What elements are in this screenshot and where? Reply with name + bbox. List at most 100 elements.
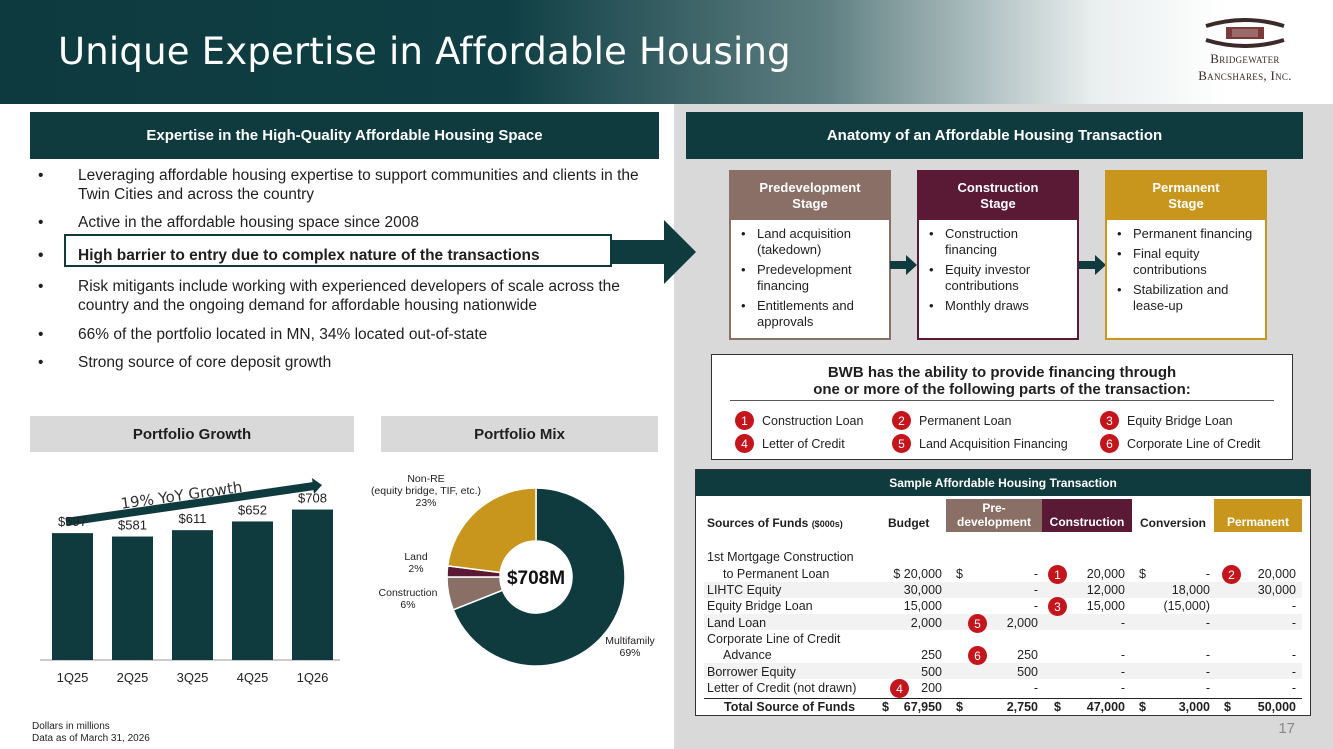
financing-heading-line: BWB has the ability to provide financing… <box>827 364 1177 381</box>
table-cell: - <box>1291 648 1296 662</box>
table-cell: 200 <box>921 681 942 695</box>
stage-item: Final equity contributions <box>1117 246 1257 278</box>
sample-transaction-table: Sample Affordable Housing Transaction Pr… <box>695 469 1311 716</box>
table-cell: 20,000 <box>1257 567 1296 581</box>
bullet-item: 66% of the portfolio located in MN, 34% … <box>36 325 656 344</box>
dollar-sign: $ <box>1139 700 1146 714</box>
table-row-stripe <box>704 614 1302 630</box>
column-header-permanent: Permanent <box>1214 499 1302 532</box>
column-header-text: Construction <box>1049 515 1125 529</box>
table-cell: - <box>1291 665 1296 679</box>
row-label: Equity Bridge Loan <box>707 599 813 613</box>
portfolio-mix-title: Portfolio Mix <box>381 416 658 452</box>
footnote: Data as of March 31, 2026 <box>32 733 150 744</box>
total-label: Total Source of Funds <box>724 700 856 714</box>
stage-item: Land acquisition (takedown) <box>741 226 881 258</box>
table-cell: $ 20,000 <box>893 567 942 581</box>
stage-item: Entitlements and approvals <box>741 298 881 330</box>
total-cell: 47,000 <box>1086 700 1125 714</box>
bar-value-label: $652 <box>238 502 267 517</box>
column-header-construction: Construction <box>1042 499 1132 532</box>
financing-number-badge: 3 <box>1048 597 1067 616</box>
slice-pct-label: 23% <box>415 497 436 509</box>
stage-arrow-icon <box>1079 255 1106 275</box>
bar <box>112 536 153 660</box>
logo-text-line1: Bridgewater <box>1210 51 1280 66</box>
donut-slice <box>452 487 626 667</box>
financing-option: 4 Letter of Credit <box>735 434 845 453</box>
total-cell: 2,750 <box>1006 700 1038 714</box>
table-cell: 2,000 <box>1006 616 1038 630</box>
table-cell: - <box>1120 665 1125 679</box>
table-cell: 2,000 <box>910 616 942 630</box>
sources-unit: ($000s) <box>811 519 843 529</box>
growth-arrow-head-icon <box>312 478 322 494</box>
portfolio-mix-title-text: Portfolio Mix <box>474 425 565 443</box>
anatomy-section-title: Anatomy of an Affordable Housing Transac… <box>686 112 1303 159</box>
stage-title-line: Stage <box>1168 196 1204 211</box>
financing-options-box: BWB has the ability to provide financing… <box>711 354 1293 460</box>
table-cell: - <box>1205 648 1210 662</box>
option-number-badge: 6 <box>1100 434 1119 453</box>
bullet-item: Active in the affordable housing space s… <box>36 213 656 232</box>
bullet-item: Risk mitigants include working with expe… <box>36 277 656 315</box>
column-header-conversion: Conversion <box>1140 516 1207 530</box>
table-cell: - <box>1033 681 1038 695</box>
option-label: Construction Loan <box>762 413 864 428</box>
bar-value-label: $581 <box>118 518 147 533</box>
divider <box>730 400 1274 401</box>
dollar-sign: $ <box>1054 700 1061 714</box>
table-row-stripe <box>704 663 1302 679</box>
table-title: Sample Affordable Housing Transaction <box>696 470 1310 496</box>
column-header-text: Pre- development <box>956 501 1031 529</box>
anatomy-title-text: Anatomy of an Affordable Housing Transac… <box>826 127 1163 144</box>
stage-title-line: Predevelopment <box>759 180 861 195</box>
table-cell: 20,000 <box>1086 567 1125 581</box>
dollar-sign: $ <box>956 567 963 581</box>
bar-value-label: $611 <box>179 511 207 526</box>
financing-option: 3 Equity Bridge Loan <box>1100 411 1233 430</box>
stage-arrow-icon <box>890 255 917 275</box>
table-cell: 12,000 <box>1086 583 1125 597</box>
table-cell: - <box>1205 665 1210 679</box>
row-label: Letter of Credit (not drawn) <box>707 681 857 695</box>
table-cell: 500 <box>921 665 942 679</box>
portfolio-growth-title-text: Portfolio Growth <box>132 425 252 443</box>
footnote: Dollars in millions <box>32 721 110 732</box>
table-cell: - <box>1205 567 1210 581</box>
table-cell: - <box>1033 567 1038 581</box>
arrow-right-icon <box>612 220 696 284</box>
header-banner: Unique Expertise in Affordable Housing <box>0 0 1333 104</box>
financing-number-badge: 6 <box>968 646 987 665</box>
bar-value-label: $708 <box>298 491 327 506</box>
option-label: Equity Bridge Loan <box>1127 413 1233 428</box>
donut-slice <box>446 487 537 574</box>
table-cell: 30,000 <box>903 583 942 597</box>
option-label: Letter of Credit <box>762 436 845 451</box>
stage-header: Predevelopment Stage <box>731 172 889 220</box>
table-cell: 15,000 <box>903 599 942 613</box>
bar <box>292 509 333 660</box>
growth-arrow-shaft <box>65 482 315 526</box>
bar <box>232 521 273 660</box>
financing-number-badge: 2 <box>1222 565 1241 584</box>
x-tick-label: 1Q25 <box>57 670 89 685</box>
table-cell: - <box>1033 583 1038 597</box>
financing-heading: BWB has the ability to provide financing… <box>712 355 1292 398</box>
bullet-item: Strong source of core deposit growth <box>36 353 656 372</box>
total-cell: 67,950 <box>903 700 942 714</box>
stage-item: Monthly draws <box>929 298 1069 314</box>
slice-label: Land <box>404 551 428 563</box>
option-number-badge: 1 <box>735 411 754 430</box>
row-label: 1st Mortgage Construction <box>707 550 854 564</box>
option-label: Land Acquisition Financing <box>919 436 1068 451</box>
dollar-sign: $ <box>956 700 963 714</box>
column-header-text: Permanent <box>1226 515 1290 529</box>
financing-option: 2 Permanent Loan <box>892 411 1011 430</box>
column-header-budget: Budget <box>888 516 930 530</box>
row-label: to Permanent Loan <box>723 567 830 581</box>
table-cell: 15,000 <box>1086 599 1125 613</box>
financing-option: 6 Corporate Line of Credit <box>1100 434 1260 453</box>
